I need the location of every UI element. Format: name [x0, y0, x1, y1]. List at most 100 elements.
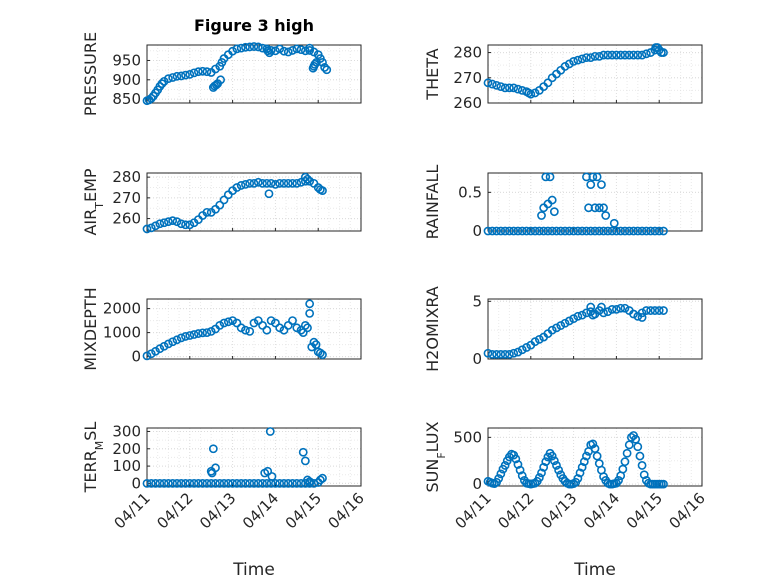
- data-point: [588, 172, 598, 182]
- data-point: [189, 479, 199, 488]
- data-point: [496, 82, 506, 92]
- y-axis-label-main: PRESSURE: [81, 32, 100, 116]
- data-point: [590, 51, 600, 61]
- data-point: [157, 79, 167, 89]
- data-point: [494, 474, 504, 483]
- data-point: [599, 226, 608, 236]
- data-point: [228, 479, 237, 488]
- data-point: [300, 176, 310, 186]
- data-point: [309, 337, 319, 347]
- y-tick-label: 0: [472, 222, 482, 240]
- y-tick-label: 270: [112, 189, 141, 207]
- y-tick-label: 0.5: [458, 183, 482, 201]
- data-point: [483, 348, 493, 358]
- y-axis-label-main: THETA: [423, 48, 442, 100]
- data-point: [547, 195, 557, 205]
- data-point: [219, 479, 229, 488]
- data-point: [564, 59, 574, 69]
- data-point: [483, 78, 493, 88]
- data-point: [249, 42, 259, 51]
- y-axis-label: TERRMSL: [81, 422, 106, 494]
- data-point: [624, 226, 634, 236]
- data-point: [612, 226, 621, 236]
- data-point: [258, 479, 267, 488]
- axes-box: [487, 427, 703, 487]
- data-point: [168, 73, 178, 82]
- data-point: [543, 226, 553, 236]
- data-point: [496, 469, 506, 479]
- data-point: [492, 349, 501, 359]
- data-point: [586, 226, 596, 236]
- data-point: [146, 349, 156, 359]
- data-point: [236, 479, 246, 488]
- data-point: [298, 328, 308, 337]
- y-tick-label: 2000: [103, 300, 141, 318]
- data-point: [185, 479, 195, 488]
- data-point: [206, 479, 216, 488]
- data-point: [315, 348, 325, 358]
- data-point: [206, 326, 216, 336]
- data-point: [586, 180, 596, 189]
- data-point: [163, 74, 173, 84]
- data-point: [639, 470, 649, 480]
- data-point: [318, 58, 327, 67]
- x-tick-label: 04/13: [196, 489, 239, 532]
- data-point: [241, 479, 250, 488]
- data-point: [241, 325, 250, 335]
- data-point: [262, 479, 272, 488]
- data-point: [249, 178, 259, 188]
- data-point: [624, 440, 634, 450]
- data-point: [168, 216, 178, 226]
- data-point: [577, 226, 587, 236]
- data-point: [142, 351, 152, 361]
- x-tick-label: 04/16: [325, 489, 368, 532]
- y-axis-label-main: AIR: [81, 209, 100, 236]
- data-point: [577, 310, 587, 320]
- data-point: [500, 461, 510, 470]
- data-point: [646, 226, 656, 236]
- data-point: [202, 479, 212, 488]
- data-point: [511, 454, 521, 464]
- y-tick-label: 270: [453, 69, 482, 87]
- data-point: [522, 226, 531, 236]
- data-point: [279, 46, 289, 56]
- data-point: [288, 316, 297, 325]
- x-axis-label: Time: [232, 560, 275, 580]
- data-point: [496, 226, 506, 236]
- subplot-h2omixra: 0 5 H2OMIXRA: [423, 286, 703, 372]
- data-point: [556, 321, 566, 330]
- data-point: [594, 51, 604, 61]
- data-point: [298, 447, 308, 457]
- data-point: [296, 479, 306, 488]
- data-point: [292, 44, 302, 54]
- data-point: [318, 350, 327, 360]
- data-point: [215, 200, 225, 210]
- data-point: [236, 323, 246, 333]
- data-point: [168, 479, 178, 488]
- x-tick-label: 04/14: [239, 489, 282, 532]
- data-point: [513, 226, 523, 236]
- data-point: [270, 479, 280, 488]
- y-axis-label: AIRTEMP: [81, 168, 106, 235]
- data-point: [513, 84, 523, 94]
- data-point: [633, 442, 643, 452]
- data-point: [288, 178, 297, 188]
- y-axis-label-main: TERR: [81, 450, 100, 493]
- data-point: [607, 226, 617, 236]
- y-axis-label-main: SUN: [423, 459, 442, 493]
- data-point: [530, 226, 540, 236]
- data-point: [599, 50, 608, 60]
- data-point: [292, 323, 302, 333]
- data-point: [172, 479, 182, 488]
- data-point: [320, 63, 330, 72]
- data-point: [292, 178, 302, 188]
- data-point: [151, 221, 160, 231]
- data-point: [564, 226, 574, 236]
- data-point: [659, 479, 668, 489]
- data-point: [526, 226, 536, 236]
- data-point: [305, 299, 315, 309]
- y-tick-label: 850: [112, 90, 141, 108]
- data-point: [612, 50, 621, 60]
- data-point: [547, 226, 557, 236]
- data-point: [504, 83, 514, 93]
